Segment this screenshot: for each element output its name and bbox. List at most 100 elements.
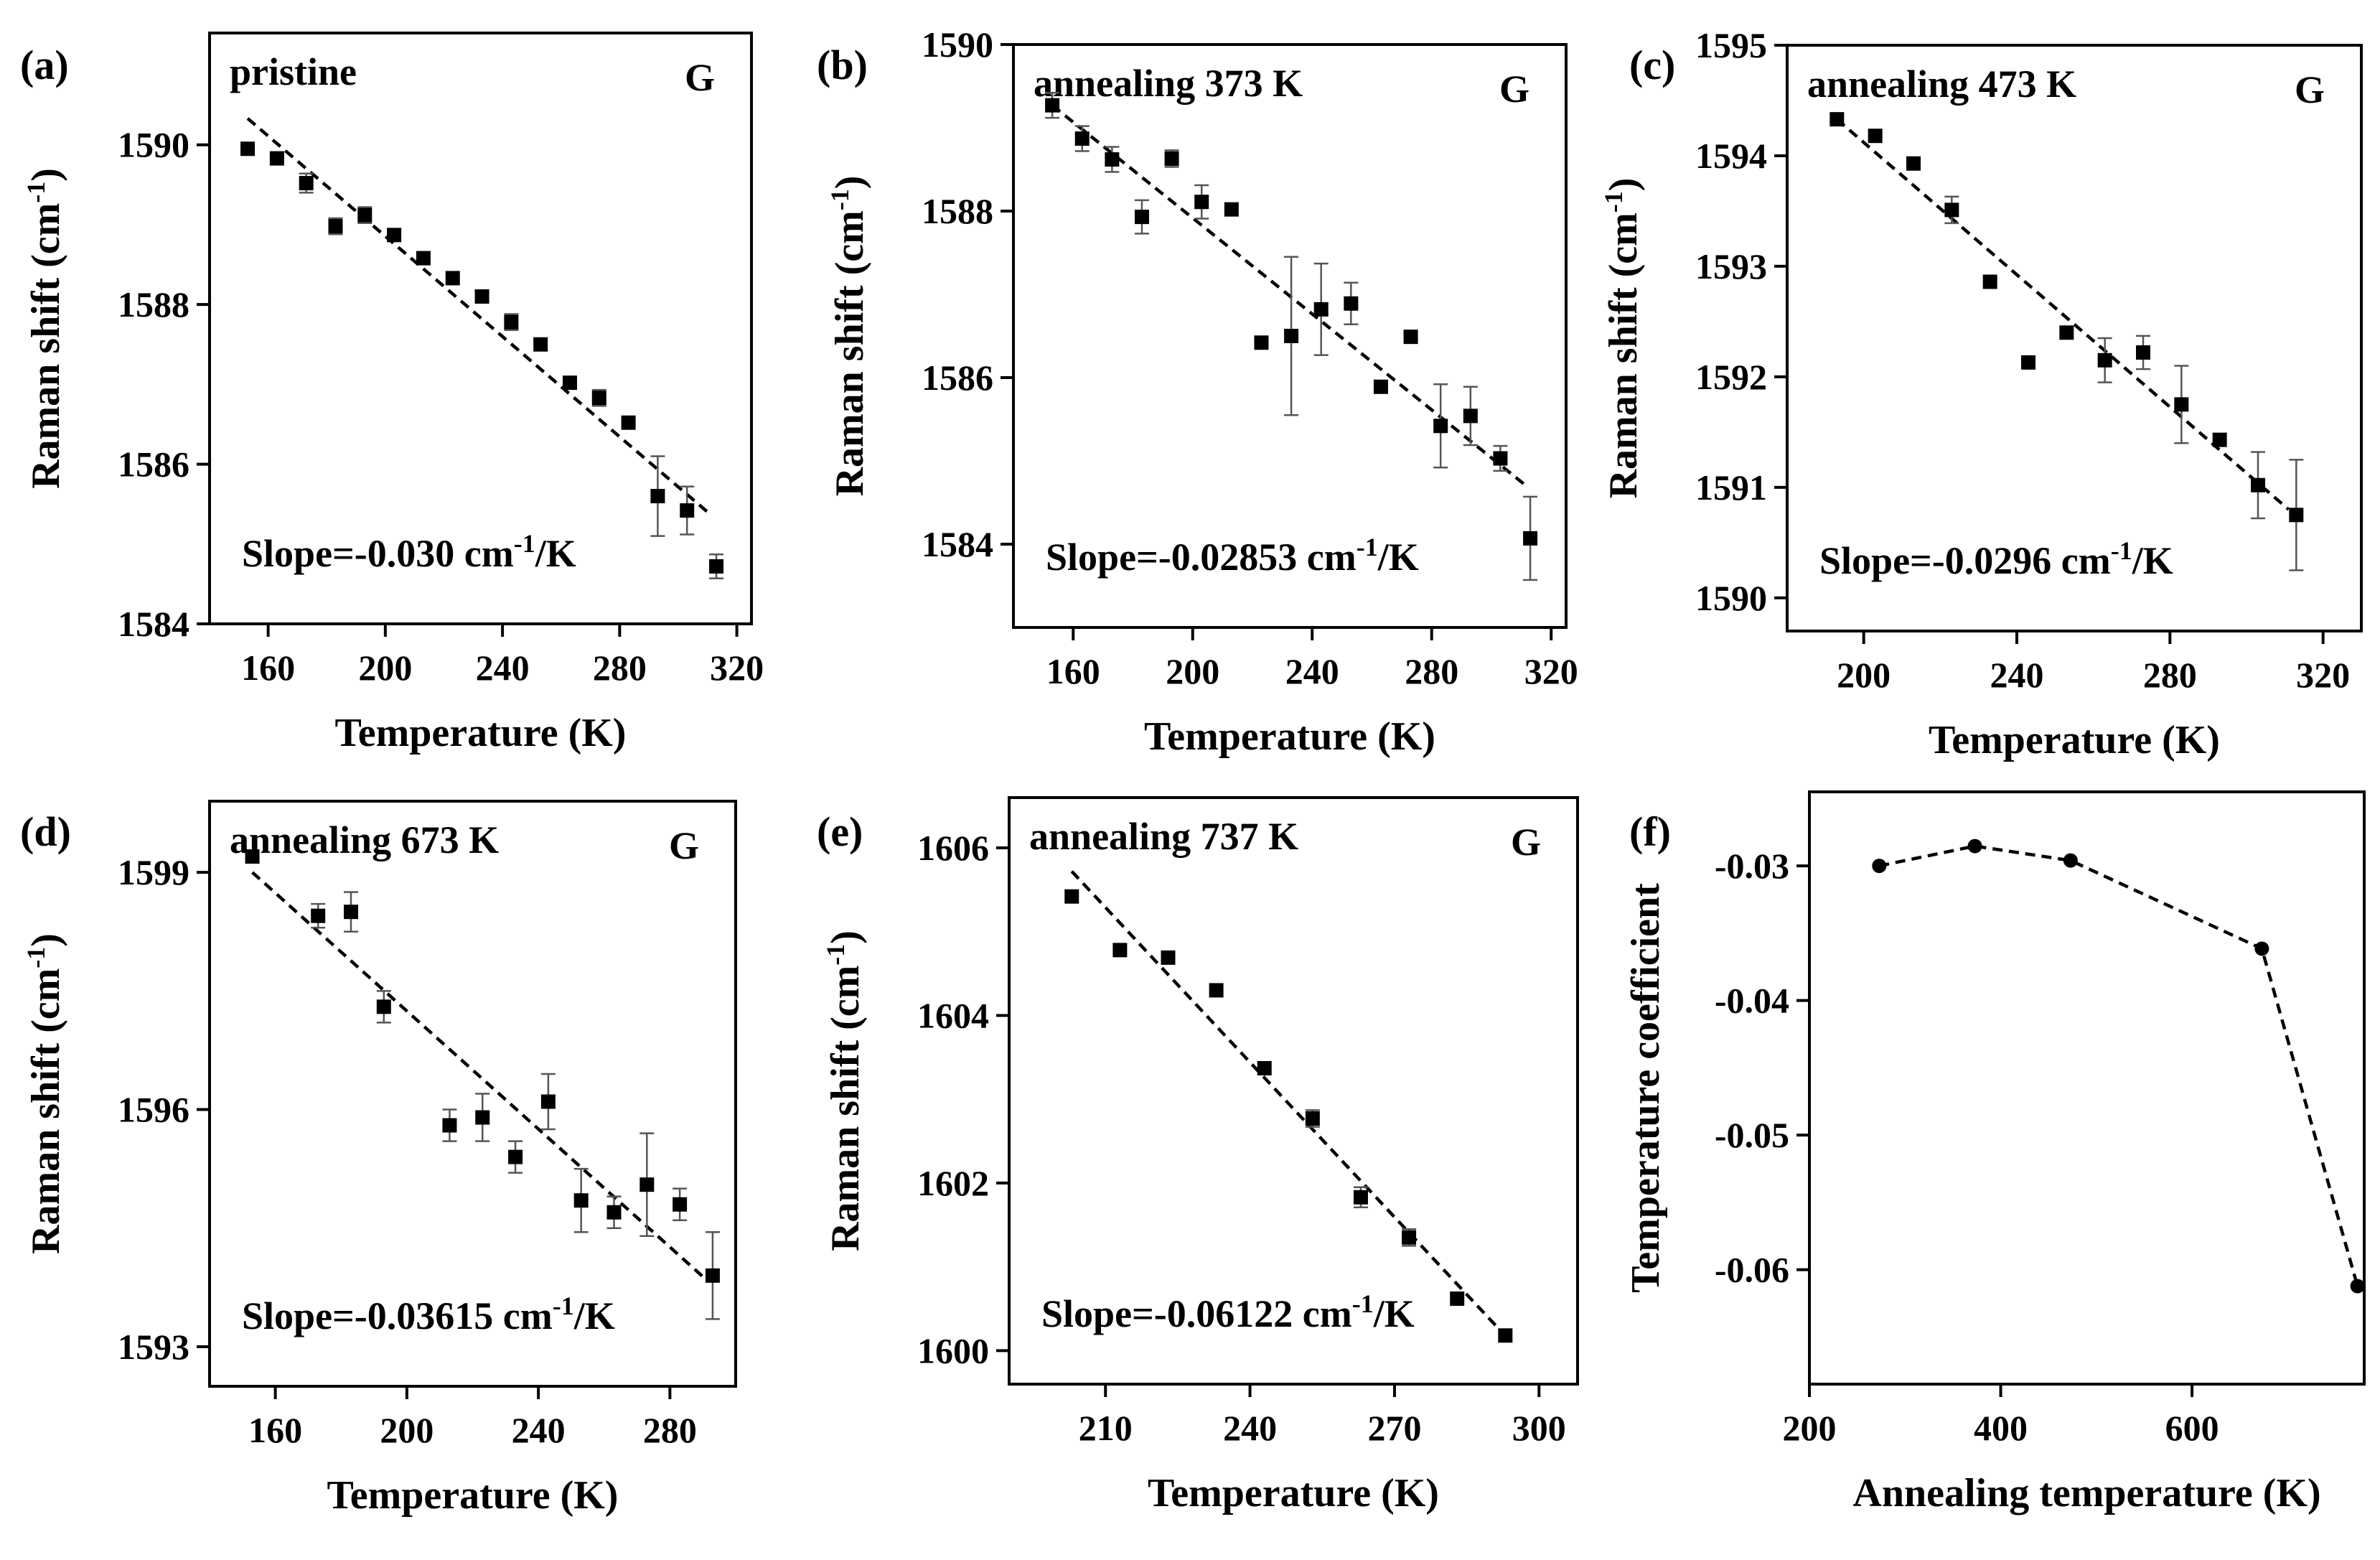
x-tick-label: 600 <box>2165 1408 2219 1448</box>
data-point <box>1105 152 1120 167</box>
data-point <box>2021 355 2035 370</box>
data-point <box>639 1177 655 1192</box>
data-point <box>621 415 636 430</box>
x-tick-label: 240 <box>1990 655 2044 695</box>
data-point <box>533 337 548 352</box>
plot-frame <box>1808 790 2366 1386</box>
y-tick-label: 1584 <box>118 604 189 644</box>
data-point <box>1074 131 1090 146</box>
data-point <box>1403 330 1418 345</box>
slope-annotation: Slope=-0.03615 cm-1/K <box>242 1292 615 1337</box>
data-point <box>650 489 665 504</box>
panel-c: 200 240 280 320 1590 1591 1592 1593 1594 1595 Temp… <box>1599 25 2363 762</box>
band-label: G <box>669 824 699 867</box>
x-tick-label: 200 <box>1837 655 1891 695</box>
panel-d: 160 200 240 280 1593 1596 1599 Temperature (K) R… <box>20 800 737 1518</box>
data-point <box>1112 943 1128 958</box>
data-point <box>1944 202 1959 218</box>
plot-frame <box>208 32 753 625</box>
x-tick-label: 320 <box>710 648 764 688</box>
x-tick-label: 400 <box>1974 1408 2028 1448</box>
fit-line <box>1070 870 1497 1327</box>
y-tick-label: 1596 <box>118 1090 189 1130</box>
x-tick-label: 160 <box>1046 651 1100 691</box>
data-point <box>1194 195 1209 210</box>
data-point <box>1353 1190 1368 1205</box>
x-tick-label: 320 <box>2296 655 2350 695</box>
data-point <box>240 141 256 157</box>
x-axis-label: Temperature (K) <box>1929 718 2220 762</box>
y-axis-label: Raman shift (cm-1) <box>825 176 872 497</box>
data-point <box>2059 325 2074 340</box>
data-point <box>1045 98 1060 113</box>
data-point <box>2136 345 2150 360</box>
y-tick-label: -0.06 <box>1715 1250 1789 1290</box>
y-axis-label: Raman shift (cm-1) <box>22 933 68 1254</box>
data-point <box>1450 1291 1465 1306</box>
plot-frame <box>1008 796 1579 1386</box>
panel-letter: (e) <box>817 808 863 855</box>
data-point <box>1164 151 1179 166</box>
x-tick-label: 320 <box>1524 651 1578 691</box>
y-axis-label: Raman shift (cm-1) <box>821 930 868 1251</box>
data-point <box>508 1149 523 1164</box>
plot-frame <box>1786 44 2363 632</box>
data-point <box>1433 419 1448 434</box>
data-point <box>1257 1060 1272 1075</box>
data-point <box>1523 531 1538 546</box>
x-tick-label: 280 <box>593 648 647 688</box>
panel-e: 210 240 270 300 1600 1602 1604 1606 Temperature … <box>817 796 1579 1515</box>
y-tick-label: 1592 <box>1695 357 1767 397</box>
data-point <box>2289 508 2304 523</box>
x-tick-label: 200 <box>380 1410 434 1450</box>
data-point <box>680 503 695 518</box>
x-tick-label: 240 <box>512 1410 566 1450</box>
data-point <box>387 228 402 243</box>
data-point <box>1254 335 1269 350</box>
data-point <box>2254 941 2269 956</box>
y-tick-label: 1602 <box>917 1163 989 1203</box>
y-tick-label: 1595 <box>1695 25 1767 65</box>
x-tick-label: 210 <box>1079 1408 1133 1448</box>
y-tick-label: 1590 <box>922 24 993 65</box>
y-tick-label: 1593 <box>118 1327 189 1367</box>
data-point <box>1284 329 1299 343</box>
x-axis-label: Temperature (K) <box>335 711 627 755</box>
slope-annotation: Slope=-0.0296 cm-1/K <box>1819 536 2173 582</box>
data-point <box>1344 296 1359 311</box>
data-point <box>562 375 577 391</box>
sample-label: annealing 673 K <box>230 818 499 861</box>
sample-label: pristine <box>230 50 357 93</box>
y-tick-label: 1588 <box>118 284 189 324</box>
slope-annotation: Slope=-0.06122 cm-1/K <box>1041 1289 1415 1335</box>
data-point <box>445 271 460 286</box>
data-point <box>705 1268 720 1283</box>
y-tick-label: 1584 <box>922 524 993 564</box>
data-point <box>1872 859 1887 874</box>
data-point <box>416 251 431 266</box>
data-point <box>2097 352 2112 368</box>
data-point <box>1224 202 1239 217</box>
data-point <box>1402 1230 1417 1245</box>
data-point <box>1313 302 1329 317</box>
data-point <box>1134 210 1149 225</box>
y-tick-label: 1593 <box>1695 246 1767 286</box>
y-axis-label: Raman shift (cm-1) <box>22 168 68 489</box>
band-label: G <box>1499 67 1529 111</box>
panel-b: 160 200 240 280 320 1584 1586 1588 1590 Temperatu… <box>817 24 1578 759</box>
data-point <box>591 391 606 406</box>
data-point <box>1209 983 1224 998</box>
data-point <box>343 905 358 920</box>
y-tick-label: -0.04 <box>1715 981 1789 1021</box>
data-point <box>1064 889 1079 904</box>
data-point <box>1373 379 1388 394</box>
data-point <box>2174 397 2189 412</box>
panel-a: 160 200 240 280 320 1584 1586 1588 1590 Temperatu… <box>20 32 764 755</box>
y-tick-label: 1604 <box>917 995 989 1035</box>
data-point <box>1868 129 1883 144</box>
data-point <box>540 1094 556 1109</box>
sample-label: annealing 373 K <box>1034 62 1303 105</box>
slope-annotation: Slope=-0.030 cm-1/K <box>242 529 576 575</box>
y-tick-label: 1600 <box>917 1330 989 1370</box>
data-point <box>709 559 724 574</box>
